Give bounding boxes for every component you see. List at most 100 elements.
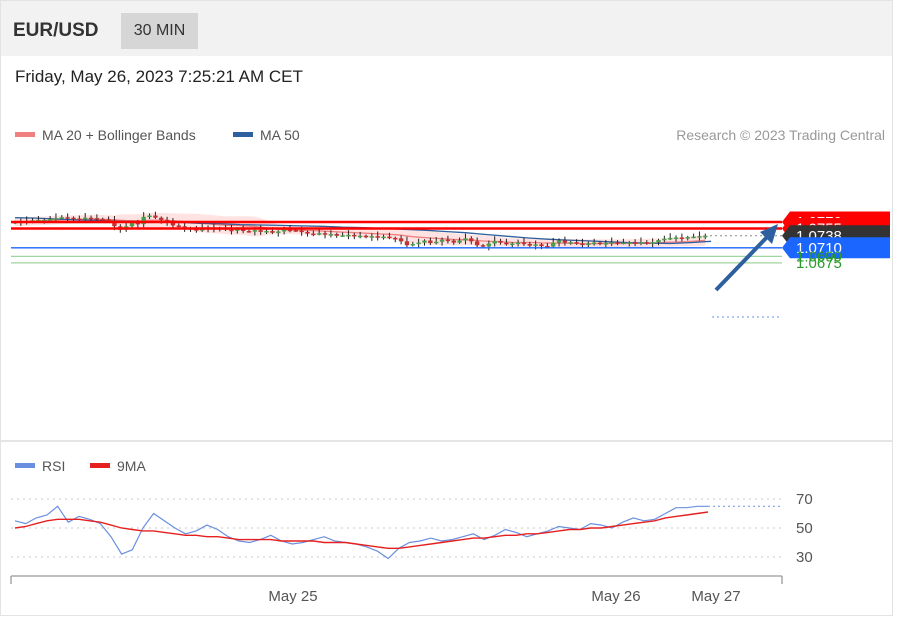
candle-body bbox=[393, 237, 398, 240]
candle-body bbox=[416, 242, 421, 245]
candle bbox=[703, 233, 708, 240]
candle bbox=[381, 234, 386, 240]
candle bbox=[638, 237, 644, 246]
candle bbox=[469, 236, 474, 245]
forecast-arrow-shaft bbox=[714, 232, 772, 292]
candle-body bbox=[293, 230, 298, 232]
candle bbox=[474, 237, 480, 248]
candle bbox=[568, 240, 573, 245]
candle-body bbox=[83, 217, 88, 220]
candle bbox=[650, 238, 655, 248]
legend-9ma: 9MA bbox=[90, 458, 146, 474]
candle-body bbox=[276, 231, 281, 233]
candle bbox=[258, 225, 263, 235]
candle-body bbox=[656, 240, 661, 243]
candle-body bbox=[638, 242, 644, 244]
candle bbox=[346, 230, 351, 240]
candle bbox=[153, 211, 158, 219]
candle-body bbox=[515, 242, 521, 245]
candle bbox=[504, 238, 509, 246]
candle-body bbox=[352, 234, 357, 237]
timeframe-badge[interactable]: 30 MIN bbox=[121, 13, 198, 49]
candle bbox=[147, 213, 152, 219]
candle-body bbox=[668, 237, 673, 240]
candle-body bbox=[580, 243, 585, 245]
candle-body bbox=[597, 242, 603, 245]
candle-body bbox=[644, 242, 649, 244]
candle-body bbox=[346, 234, 351, 237]
candle-body bbox=[451, 240, 456, 243]
candle bbox=[451, 239, 456, 245]
level-target: 1.0675 bbox=[11, 255, 842, 272]
candle-body bbox=[229, 229, 234, 232]
candle bbox=[515, 239, 521, 247]
candle bbox=[410, 241, 415, 247]
candle bbox=[83, 212, 88, 221]
candle bbox=[404, 236, 410, 248]
candle-body bbox=[439, 239, 445, 242]
candle bbox=[53, 213, 59, 222]
candle bbox=[387, 232, 392, 240]
candle bbox=[668, 233, 673, 241]
candle-body bbox=[480, 245, 486, 247]
candle-body bbox=[334, 234, 339, 236]
candle-body bbox=[182, 226, 187, 229]
candle-body bbox=[369, 236, 375, 238]
ma20-swatch bbox=[15, 131, 35, 137]
level-label: 1.0690 bbox=[796, 248, 842, 265]
ma20-label: MA 20 + Bollinger Bands bbox=[42, 127, 196, 143]
legend-rsi: RSI bbox=[15, 458, 65, 474]
candle bbox=[328, 230, 334, 238]
candle bbox=[457, 237, 462, 244]
legend-ma50: MA 50 bbox=[233, 127, 300, 143]
9ma-label: 9MA bbox=[117, 458, 146, 474]
candle bbox=[551, 237, 556, 248]
x-tick-label: May 25 bbox=[268, 588, 317, 605]
candle bbox=[416, 238, 421, 248]
candle-body bbox=[562, 240, 568, 243]
candle bbox=[691, 233, 696, 239]
candle-body bbox=[404, 241, 410, 246]
candle-body bbox=[609, 242, 614, 244]
candle bbox=[591, 238, 597, 246]
rsi-pane: 30 50 70 bbox=[11, 491, 813, 566]
candle-body bbox=[340, 235, 345, 237]
candle bbox=[615, 240, 620, 246]
candle bbox=[609, 237, 614, 247]
level-label: 1.0675 bbox=[796, 255, 842, 272]
candles bbox=[12, 211, 708, 251]
candle-body bbox=[697, 236, 702, 238]
candle bbox=[422, 239, 427, 246]
candle bbox=[580, 238, 585, 249]
candle-body bbox=[270, 231, 275, 233]
rsi-label: RSI bbox=[42, 458, 66, 474]
candle-body bbox=[59, 217, 64, 219]
candle-body bbox=[650, 242, 655, 244]
candle-body bbox=[691, 236, 696, 239]
credit-text: Research © 2023 Trading Central bbox=[676, 127, 885, 143]
candle bbox=[492, 236, 497, 247]
candle-body bbox=[363, 235, 369, 238]
rsi-swatch bbox=[15, 462, 35, 468]
candle-body bbox=[469, 238, 474, 242]
rsi-series-rsi bbox=[14, 505, 708, 560]
candle-body bbox=[106, 219, 111, 221]
candle-body bbox=[129, 222, 135, 227]
candle-body bbox=[42, 219, 47, 222]
candle bbox=[276, 230, 281, 237]
candle-body bbox=[463, 238, 468, 241]
candle-body bbox=[112, 220, 117, 227]
candle-body bbox=[445, 239, 451, 242]
candle-body bbox=[246, 231, 252, 233]
candle bbox=[673, 235, 679, 242]
candle-body bbox=[662, 238, 667, 241]
candle bbox=[176, 223, 181, 228]
candle bbox=[603, 240, 609, 248]
candle bbox=[340, 232, 345, 238]
candle bbox=[445, 235, 451, 244]
candle bbox=[486, 240, 492, 251]
candle bbox=[521, 237, 527, 247]
candle-body bbox=[551, 242, 556, 247]
candle-body bbox=[586, 243, 591, 245]
candle bbox=[434, 237, 439, 245]
